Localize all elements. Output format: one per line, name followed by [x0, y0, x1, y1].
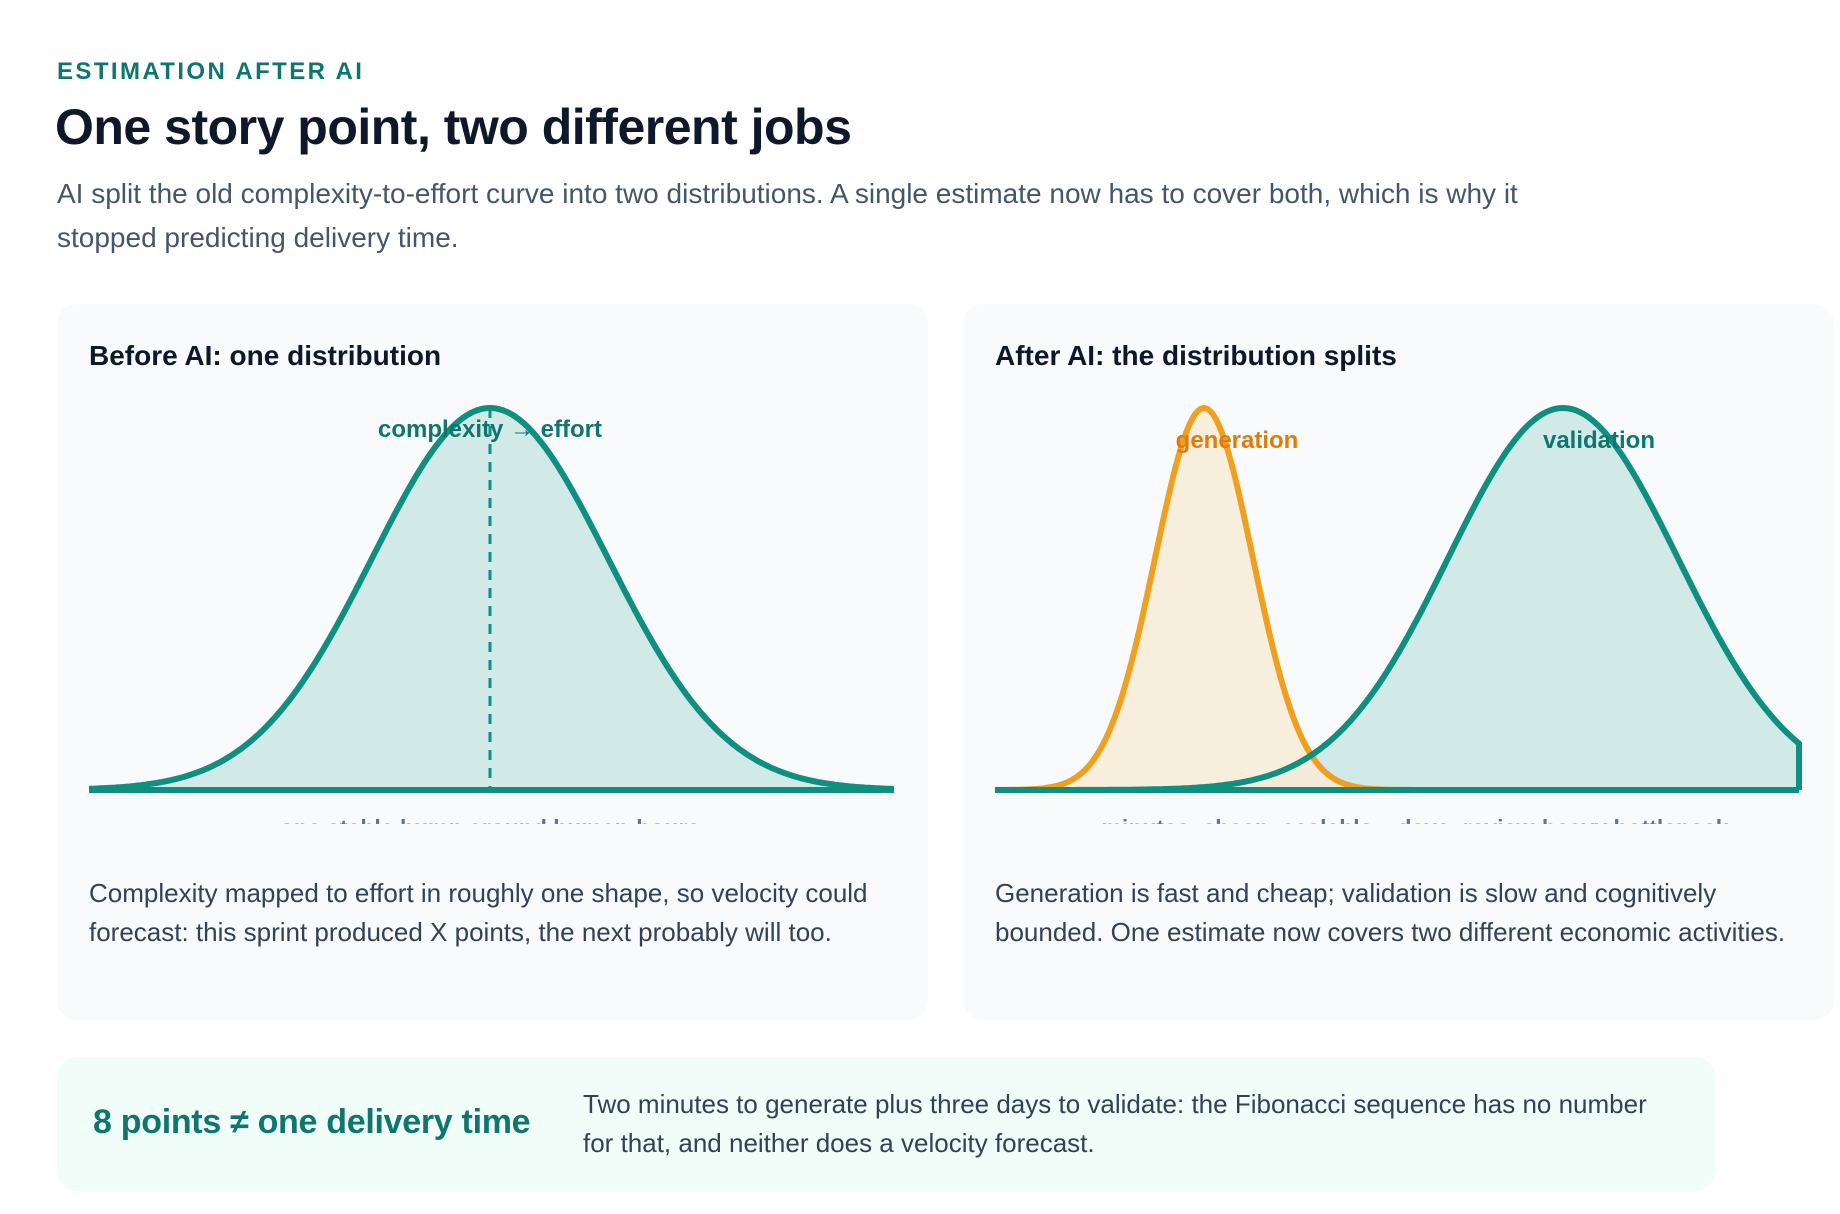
- validation-label: validation: [1543, 427, 1655, 454]
- page-subtitle: AI split the old complexity-to-effort cu…: [57, 178, 1518, 253]
- before-description: Complexity mapped to effort in roughly o…: [89, 878, 868, 947]
- eyebrow: ESTIMATION AFTER AI: [57, 58, 365, 85]
- generation-curve-fill: [995, 408, 1563, 790]
- before-card: Before AI: one distribution complexity →…: [57, 304, 928, 1020]
- callout: 8 points ≠ one delivery time Two minutes…: [57, 1057, 1715, 1191]
- page-title: One story point, two different jobs: [55, 99, 852, 155]
- after-diagram: generation validation minutes, cheap, sc…: [994, 405, 1802, 824]
- after-card: After AI: the distribution splits genera…: [963, 304, 1834, 1020]
- validation-axis-label: days, review-heavy bottleneck: [1397, 815, 1728, 824]
- callout-key: 8 points ≠ one delivery time: [93, 1103, 531, 1141]
- callout-text: Two minutes to generate plus three days …: [583, 1089, 1647, 1158]
- before-axis-label: one stable hump around human-hours: [280, 815, 700, 824]
- before-curve: [88, 405, 896, 792]
- before-diagram: complexity → effort one stable hump arou…: [88, 405, 896, 824]
- after-description: Generation is fast and cheap; validation…: [995, 878, 1786, 947]
- before-card-title: Before AI: one distribution: [89, 340, 442, 371]
- before-peak-label: complexity → effort: [378, 416, 602, 443]
- validation-curve-fill: [995, 408, 1799, 790]
- generation-label: generation: [1176, 427, 1299, 454]
- before-curve-fill: [89, 408, 894, 790]
- generation-axis-label: minutes, cheap, scalable: [1101, 815, 1372, 824]
- after-card-title: After AI: the distribution splits: [995, 340, 1397, 371]
